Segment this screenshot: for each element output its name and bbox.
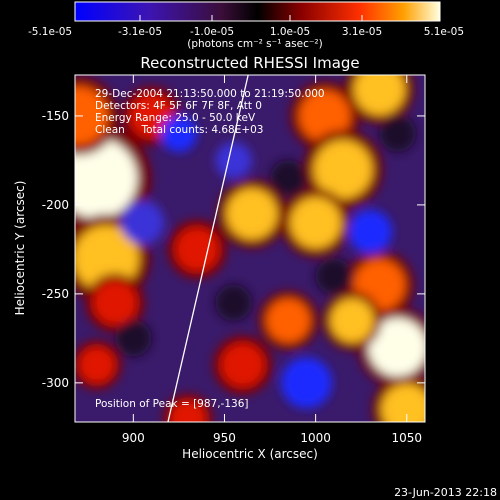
annotation-clean-counts: Clean Total counts: 4.68E+03	[95, 124, 264, 136]
heatmap-blob	[120, 200, 165, 245]
footer-timestamp: 23-Jun-2013 22:18	[394, 486, 497, 499]
heatmap-blob	[315, 257, 353, 295]
chart-title: Reconstructed RHESSI Image	[140, 54, 359, 72]
solar-limb-line	[167, 75, 249, 422]
heatmap-blob	[226, 188, 278, 240]
heatmap-blob	[353, 75, 405, 115]
x-tick-label: 950	[213, 431, 236, 445]
heatmap-blob	[313, 140, 373, 199]
colorbar-tick-label: 5.1e-05	[424, 26, 464, 38]
colorbar-tick-label: -3.1e-05	[118, 26, 162, 38]
x-tick-label: 1050	[391, 431, 422, 445]
heatmap-blob	[175, 227, 220, 272]
annotation-block: 29-Dec-2004 21:13:50.000 to 21:19:50.000…	[95, 88, 325, 136]
annotation-time-range: 29-Dec-2004 21:13:50.000 to 21:19:50.000	[95, 88, 325, 100]
plot-area: 900 950 1000 1050 -300 -250 -200 -150 29-Dec-20…	[42, 74, 426, 445]
heatmap-blob	[75, 138, 137, 219]
colorbar-tick-label: 1.0e-05	[270, 26, 310, 38]
annotation-detectors: Detectors: 4F 5F 6F 7F 8F, Att 0	[95, 100, 262, 112]
x-tick-label: 1000	[300, 431, 331, 445]
annotation-energy-range: Energy Range: 25.0 - 50.0 keV	[95, 112, 256, 124]
heatmap-blob	[115, 320, 152, 357]
heatmap-blob	[348, 209, 393, 254]
heatmap-blob	[290, 197, 342, 249]
heatmap-blob	[368, 318, 425, 377]
heatmap-blob	[266, 298, 311, 343]
heatmap-blob	[215, 142, 252, 179]
colorbar-gradient	[74, 1, 441, 22]
heatmap-blob	[220, 343, 265, 387]
heatmap-blob	[215, 284, 252, 322]
y-tick-label: -250	[42, 287, 69, 301]
y-tick-label: -150	[42, 109, 69, 123]
heatmap-blob	[160, 115, 198, 152]
x-axis-label: Heliocentric X (arcsec)	[182, 447, 318, 461]
y-axis-label: Heliocentric Y (arcsec)	[13, 181, 27, 316]
heatmap-blob	[330, 298, 374, 343]
heatmap-blob	[379, 115, 416, 152]
colorbar-tick-label: -1.0e-05	[190, 26, 234, 38]
y-tick-label: -300	[42, 376, 69, 390]
heatmap-blob	[280, 357, 333, 409]
heatmap-blob	[78, 346, 116, 384]
colorbar-tick-label: -5.1e-05	[28, 26, 72, 38]
heatmap-blob	[270, 159, 307, 197]
y-tick-label: -200	[42, 198, 69, 212]
colorbar: -5.1e-05 -3.1e-05 -1.0e-05 1.0e-05 3.1e-05 5.…	[28, 1, 464, 50]
plot-frame	[74, 74, 426, 423]
annotation-peak-position: Position of Peak = [987,-136]	[95, 398, 249, 410]
heatmap-blob	[169, 400, 207, 422]
colorbar-unit-label: (photons cm⁻² s⁻¹ asec⁻²)	[187, 38, 322, 50]
heatmap-blob	[381, 384, 425, 422]
x-tick-label: 900	[122, 431, 145, 445]
heatmap-blob	[93, 280, 137, 325]
colorbar-tick-label: 3.1e-05	[342, 26, 382, 38]
heatmap-blob	[299, 90, 351, 142]
heatmap-blob	[75, 86, 108, 146]
